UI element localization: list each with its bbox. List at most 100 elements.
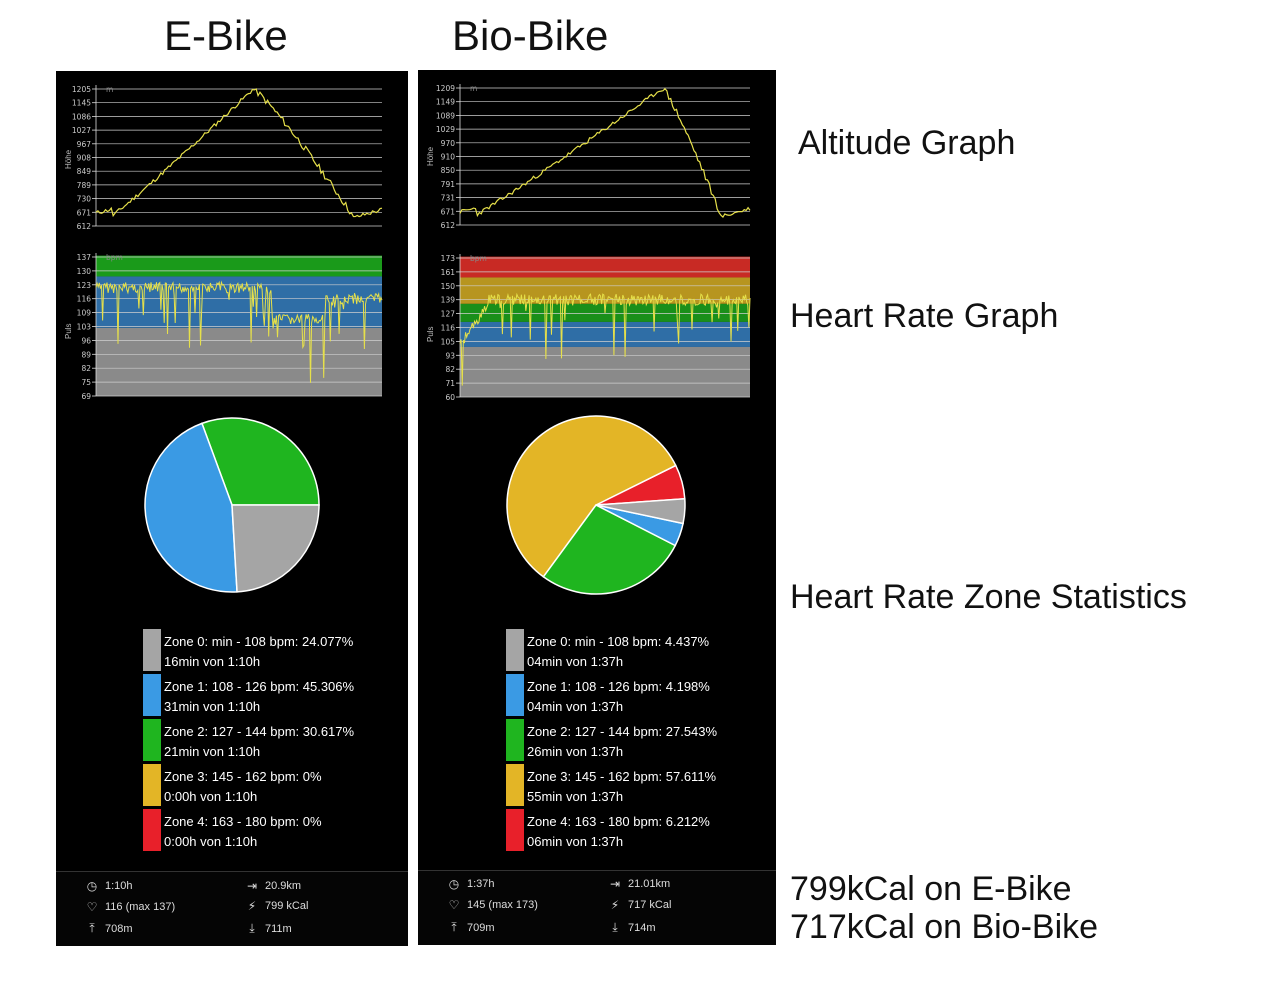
legend-zone-label: Zone 4: 163 - 180 bpm: 6.212% [527,813,710,829]
clock-icon: ◷ [86,879,98,893]
heart-rate-tick-label: 130 [77,267,92,276]
ascent-stat: ⤒ 708m [84,921,132,936]
biobike-heart-rate-graph: 173 161 150 139 127 116 105 93 82 71 60 bpm Puls [418,248,776,408]
distance-stat: ⇥ 21.01km [607,877,670,891]
legend-zone-label: Zone 4: 163 - 180 bpm: 0% [164,813,322,829]
legend-zone-duration: 04min von 1:37h [527,698,624,714]
pie-slice-zone-2 [542,504,677,595]
legend-zone-duration: 04min von 1:37h [527,653,624,669]
altitude-tick-label: 1149 [436,98,455,107]
descent-arrow-icon: ⤓ [249,921,255,935]
heart-zone-band [460,321,750,347]
biobike-stats-bar: ◷ 1:37h ⇥ 21.01km ♡ 145 (max 173) ⚡ 717 kCal… [418,870,776,945]
legend-item-zone-0: Zone 0: min - 108 bpm: 4.437% 04min von 1… [506,629,717,674]
heart-rate-tick-label: 103 [77,323,92,332]
duration-value: 1:37h [467,878,495,890]
lightning-icon: ⚡ [610,898,620,912]
altitude-tick-label: 1086 [72,112,91,121]
heart-zone-band [96,255,382,277]
duration-value: 1:10h [105,880,133,892]
heart-stat: ♡ 116 (max 137) [84,900,176,914]
distance-arrow-icon: ⇥ [609,877,621,891]
ascent-stat: ⤒ 709m [446,920,495,935]
heart-zone-band [460,256,750,278]
legend-zone-label: Zone 2: 127 - 144 bpm: 30.617% [164,723,355,739]
caption-altitude: Altitude Graph [798,124,1016,162]
heart-rate-ylabel: Puls [64,323,73,339]
heart-stat: ♡ 145 (max 173) [446,898,538,912]
heart-rate-tick-label: 60 [445,393,455,402]
altitude-tick-label: 970 [441,139,456,148]
altitude-tick-label: 967 [77,140,92,149]
altitude-tick-label: 850 [441,166,456,175]
legend-zone-duration: 0:00h von 1:10h [164,833,258,849]
heart-value: 116 (max 137) [105,901,176,913]
heart-rate-tick-label: 139 [441,296,456,305]
legend-swatch [506,809,524,851]
legend-swatch [143,674,161,716]
heart-rate-line [95,280,383,383]
altitude-tick-label: 671 [77,208,92,217]
pie-slice-zone-3 [506,415,677,578]
legend-zone-label: Zone 1: 108 - 126 bpm: 45.306% [164,678,355,694]
legend-zone-duration: 21min von 1:10h [164,743,261,759]
legend-item-zone-1: Zone 1: 108 - 126 bpm: 45.306% 31min von … [143,674,354,719]
altitude-tick-label: 1209 [436,84,455,93]
legend-item-zone-4: Zone 4: 163 - 180 bpm: 0% 0:00h von 1:10h [143,809,354,854]
legend-zone-duration: 16min von 1:10h [164,653,261,669]
heart-rate-ylabel: Puls [426,326,435,342]
legend-item-zone-1: Zone 1: 108 - 126 bpm: 4.198% 04min von 1… [506,674,717,719]
legend-item-zone-2: Zone 2: 127 - 144 bpm: 30.617% 21min von … [143,719,354,764]
altitude-tick-label: 730 [77,195,92,204]
heart-rate-tick-label: 109 [77,309,92,318]
heart-rate-tick-label: 75 [81,378,91,387]
ascent-arrow-icon: ⤒ [89,921,95,935]
legend-swatch [506,719,524,761]
ebike-zone-legend: Zone 0: min - 108 bpm: 24.077% 16min von … [143,629,354,854]
altitude-line [459,87,751,218]
descent-value: 711m [265,922,292,935]
heart-rate-tick-label: 96 [81,336,91,345]
ascent-arrow-icon: ⤒ [451,920,457,934]
ebike-zone-pie-chart [144,417,320,593]
altitude-tick-label: 1027 [72,126,91,135]
duration-stat: ◷ 1:37h [446,877,495,891]
kcal-stat: ⚡ 799 kCal [244,899,309,913]
heart-icon: ♡ [86,900,98,914]
heart-rate-tick-label: 173 [441,254,456,263]
heart-rate-tick-label: 127 [441,310,456,319]
legend-item-zone-3: Zone 3: 145 - 162 bpm: 0% 0:00h von 1:10h [143,764,354,809]
caption-kcal-biobike: 717kCal on Bio-Bike [790,908,1099,946]
heart-rate-tick-label: 93 [445,351,455,360]
altitude-tick-label: 791 [441,180,456,189]
legend-zone-duration: 06min von 1:37h [527,833,624,849]
heart-rate-tick-label: 123 [77,281,92,290]
ascent-value: 709m [467,921,495,934]
legend-item-zone-4: Zone 4: 163 - 180 bpm: 6.212% 06min von 1… [506,809,717,854]
descent-value: 714m [628,921,656,934]
lightning-icon: ⚡ [247,899,257,913]
heart-rate-tick-label: 82 [81,364,91,373]
altitude-chart: 1209 1149 1089 1029 970 910 850 791 731 671 612 m [436,84,751,230]
legend-zone-label: Zone 0: min - 108 bpm: 4.437% [527,633,710,649]
legend-swatch [143,764,161,806]
altitude-tick-label: 849 [77,167,92,176]
descent-stat: ⤓ 714m [607,920,656,935]
kcal-stat: ⚡ 717 kCal [607,898,672,912]
altitude-ylabel: Höhe [64,149,73,169]
legend-zone-label: Zone 3: 145 - 162 bpm: 57.611% [527,768,717,784]
altitude-tick-label: 612 [441,221,456,230]
heart-rate-tick-label: 89 [81,350,91,359]
caption-kcal-ebike: 799kCal on E-Bike [790,870,1072,908]
heart-rate-unit-label: bpm [470,254,487,263]
altitude-tick-label: 910 [441,153,456,162]
heart-rate-tick-label: 137 [77,253,92,262]
descent-stat: ⤓ 711m [244,921,292,936]
heart-rate-tick-label: 71 [445,379,455,388]
legend-swatch [143,719,161,761]
pie-slice-zone-0 [595,497,686,525]
biobike-zone-legend: Zone 0: min - 108 bpm: 4.437% 04min von 1… [506,629,717,854]
distance-stat: ⇥ 20.9km [244,879,301,893]
legend-zone-duration: 31min von 1:10h [164,698,261,714]
kcal-value: 799 kCal [265,900,309,912]
